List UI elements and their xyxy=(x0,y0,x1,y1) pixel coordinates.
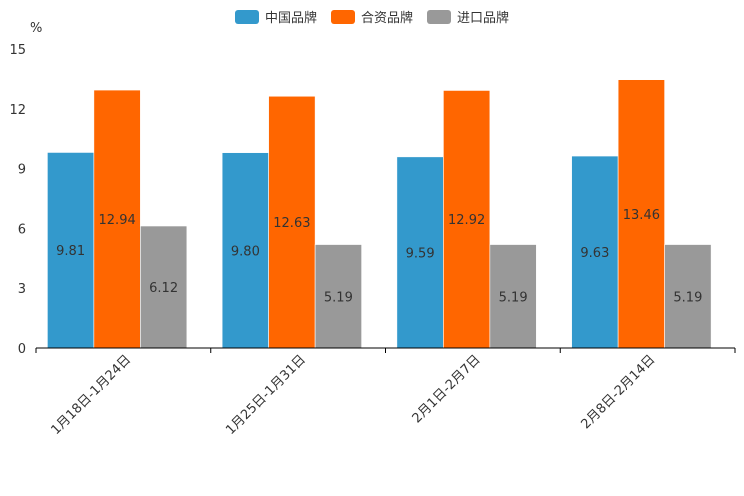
data-label-0-1: 9.80 xyxy=(231,244,260,259)
bar-1-0 xyxy=(93,89,141,349)
legend-label-china: 中国品牌 xyxy=(264,11,317,26)
y-tick-label-0: 0 xyxy=(18,342,26,357)
legend-item-china[interactable]: 中国品牌 xyxy=(234,7,317,26)
y-tick-label-5: 15 xyxy=(9,43,26,58)
legend-swatch-joint-venture xyxy=(330,9,355,24)
bar-2-3 xyxy=(664,244,712,349)
y-tick-label-3: 9 xyxy=(18,163,26,178)
data-label-1-3: 13.46 xyxy=(623,208,660,223)
data-label-2-1: 5.19 xyxy=(324,290,353,305)
data-label-2-3: 5.19 xyxy=(673,290,702,305)
legend-label-imported: 进口品牌 xyxy=(457,11,510,26)
bar-1-1 xyxy=(268,95,316,349)
data-label-0-0: 9.81 xyxy=(56,244,85,259)
legend-swatch-china xyxy=(234,9,259,24)
y-tick-label-2: 6 xyxy=(18,222,26,237)
data-label-2-2: 5.19 xyxy=(499,290,528,305)
data-label-0-2: 9.59 xyxy=(406,246,435,261)
x-tick-label-3: 2月8日-2月14日 xyxy=(579,352,659,432)
y-axis-unit: % xyxy=(30,21,43,36)
bar-0-2 xyxy=(396,156,444,349)
data-label-1-2: 12.92 xyxy=(448,213,485,228)
bar-2-1 xyxy=(314,244,362,349)
y-tick-label-1: 3 xyxy=(18,282,26,297)
legend-label-joint-venture: 合资品牌 xyxy=(360,11,413,26)
bar-0-3 xyxy=(571,155,619,349)
bar-0-0 xyxy=(47,152,95,349)
legend: 中国品牌 合资品牌 进口品牌 xyxy=(0,7,744,26)
legend-item-imported[interactable]: 进口品牌 xyxy=(427,7,509,26)
legend-item-joint-venture[interactable]: 合资品牌 xyxy=(330,7,413,26)
legend-swatch-imported xyxy=(427,9,451,24)
bar-1-2 xyxy=(443,90,491,349)
data-label-0-3: 9.63 xyxy=(580,246,609,261)
x-tick-label-0: 1月18日-1月24日 xyxy=(48,352,134,438)
bar-1-3 xyxy=(617,79,665,349)
x-tick-label-2: 2月1日-2月7日 xyxy=(410,352,484,426)
y-tick-label-4: 12 xyxy=(9,103,26,118)
data-label-1-0: 12.94 xyxy=(99,213,136,228)
data-label-1-1: 12.63 xyxy=(273,216,310,231)
x-tick-label-1: 1月25日-1月31日 xyxy=(223,352,309,438)
data-label-2-0: 6.12 xyxy=(149,281,178,296)
